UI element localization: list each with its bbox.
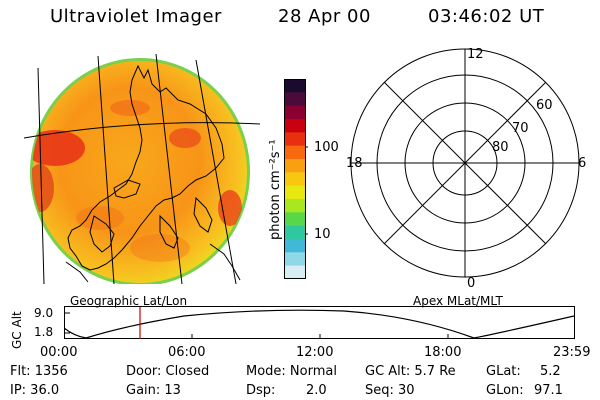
- uv-emission-disk: [33, 61, 247, 283]
- mlt-label-0: 0: [467, 276, 476, 291]
- colorbar-segment: [284, 145, 306, 160]
- mode-value: Mode: Normal: [246, 364, 337, 379]
- colorbar-segment: [284, 212, 306, 227]
- lat-lon-grid: [23, 53, 261, 284]
- door-status: Door: Closed: [126, 364, 210, 379]
- sequence-number: Seq: 30: [365, 383, 415, 398]
- mlt-label-18: 18: [346, 156, 363, 171]
- gc-altitude: GC Alt: 5.7 Re: [365, 364, 456, 379]
- colorbar-gradient: [284, 79, 306, 279]
- colorbar-tick-100: 100: [314, 140, 339, 155]
- colorbar-segment: [284, 172, 306, 187]
- coastlines: [65, 64, 241, 283]
- date-label: 28 Apr 00: [278, 6, 371, 27]
- colorbar-segment: [284, 252, 306, 267]
- colorbar-segment: [284, 92, 306, 107]
- orbit-altitude-plot: [64, 306, 575, 339]
- mlat-label-60: 60: [536, 98, 553, 113]
- mlt-label-6: 6: [578, 156, 587, 171]
- mlt-label-12: 12: [467, 47, 484, 62]
- colorbar-segment: [284, 199, 306, 213]
- glon-value: 97.1: [534, 383, 563, 398]
- orbit-ytick-bottom: 1.8: [34, 325, 54, 339]
- orbit-xtick-0600: 06:00: [168, 345, 206, 360]
- mlat-label-70: 70: [512, 121, 529, 136]
- orbit-xtick-1800: 18:00: [424, 345, 462, 360]
- instrument-title: Ultraviolet Imager: [50, 6, 222, 27]
- orbit-plot-frame: [64, 306, 575, 339]
- dsp-value: 2.0: [306, 383, 327, 398]
- ip-value: IP: 36.0: [10, 383, 60, 398]
- colorbar-segment: [284, 185, 306, 200]
- apex-polar-plot: [350, 48, 580, 278]
- dsp-label: Dsp:: [246, 383, 276, 398]
- orbit-ylabel: GC Alt: [10, 311, 24, 349]
- glat-value: 5.2: [540, 364, 561, 379]
- orbit-xtick-2359: 23:59: [553, 345, 591, 360]
- orbit-ytick-top: 9.0: [34, 306, 54, 320]
- colorbar-tick-10: 10: [314, 227, 331, 242]
- orbit-x-ticks: [191, 334, 449, 339]
- glat-label: GLat:: [486, 364, 521, 379]
- colorbar-unit-label: photon cm⁻²s⁻¹: [268, 139, 283, 240]
- colorbar-segment: [284, 119, 306, 133]
- colorbar-segment: [284, 105, 306, 120]
- orbit-altitude-curve: [64, 309, 575, 339]
- mlat-label-80: 80: [492, 140, 509, 155]
- colorbar-segment: [284, 239, 306, 253]
- colorbar-segment: [284, 225, 306, 240]
- colorbar: [284, 79, 308, 279]
- geographic-panel-label: Geographic Lat/Lon: [70, 294, 188, 308]
- time-label: 03:46:02 UT: [428, 6, 545, 27]
- glon-label: GLon:: [486, 383, 524, 398]
- gain-value: Gain: 13: [126, 383, 181, 398]
- colorbar-segment: [284, 265, 306, 279]
- orbit-xtick-1200: 12:00: [296, 345, 334, 360]
- colorbar-segment: [284, 159, 306, 173]
- colorbar-segment: [284, 79, 306, 93]
- geographic-image-panel: [23, 53, 261, 284]
- flight-number: Flt: 1356: [10, 364, 68, 379]
- apex-panel-label: Apex MLat/MLT: [413, 294, 503, 308]
- colorbar-segment: [284, 132, 306, 147]
- mlt-diagonal-2: [383, 81, 547, 245]
- orbit-xtick-0000: 00:00: [40, 345, 78, 360]
